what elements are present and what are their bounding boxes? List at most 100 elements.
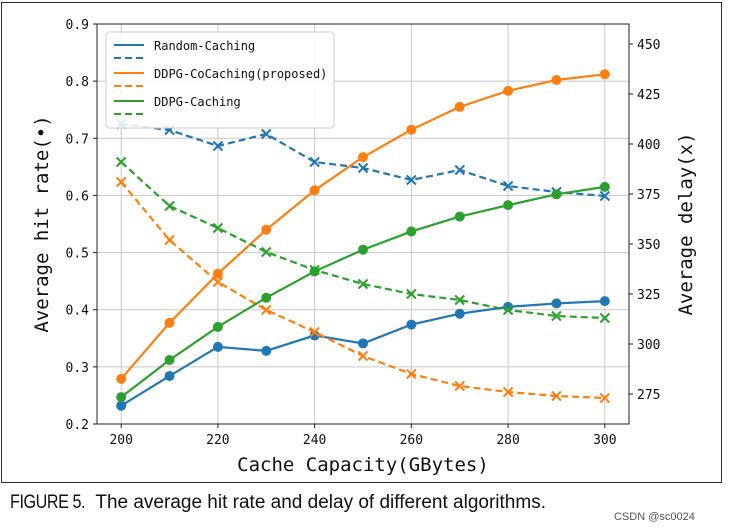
y-right-tick-label: 425	[637, 88, 660, 103]
y-left-tick-label: 0.8	[66, 75, 89, 90]
ddpg-cocaching-hit-rate-point	[503, 85, 514, 96]
x-tick-label: 280	[496, 433, 519, 448]
legend-label: DDPG-CoCaching(proposed)	[154, 67, 327, 81]
ddpg-cocaching-delay-point	[406, 368, 417, 380]
ddpg-cocaching-delay-point	[115, 176, 127, 188]
ddpg-caching-delay-line	[120, 161, 605, 320]
caption-label: FIGURE 5.	[10, 492, 86, 513]
y-left-tick-label: 0.4	[66, 304, 90, 319]
y-left-tick-label: 0.9	[66, 18, 89, 33]
ddpg-cocaching-delay-point	[454, 380, 465, 392]
ddpg-caching-delay-point	[309, 264, 320, 276]
ddpg-cocaching-delay-point	[357, 350, 369, 362]
x-tick-label: 220	[206, 433, 229, 448]
ddpg-cocaching-delay-point	[212, 276, 224, 288]
random-caching-delay-point	[357, 162, 369, 174]
y-right-tick-label: 275	[637, 388, 660, 403]
ddpg-caching-hit-rate-point	[116, 392, 127, 403]
ddpg-caching-delay-point	[115, 156, 127, 168]
random-caching-delay-point	[599, 190, 611, 202]
y-left-tick-label: 0.7	[66, 132, 89, 147]
ddpg-caching-delay-point	[212, 222, 224, 234]
y-right-tick-label: 375	[637, 188, 660, 203]
ddpg-cocaching-delay-point	[599, 392, 611, 404]
random-caching-hit-rate-point	[551, 298, 562, 309]
figure-caption: FIGURE 5. The average hit rate and delay…	[10, 492, 546, 514]
random-caching-hit-rate-point	[164, 371, 175, 381]
ddpg-cocaching-delay-point	[309, 326, 320, 338]
ddpg-cocaching-hit-rate-point	[212, 268, 223, 279]
ddpg-cocaching-hit-rate-point	[454, 101, 465, 112]
ddpg-cocaching-delay-point	[164, 234, 175, 246]
y-right-tick-label: 450	[637, 38, 660, 53]
ddpg-caching-hit-rate-point	[261, 292, 272, 303]
y-right-tick-label: 350	[637, 238, 660, 253]
ddpg-cocaching-hit-rate-point	[358, 152, 368, 163]
legend-box	[105, 31, 335, 129]
random-caching-delay-point	[502, 180, 514, 192]
ddpg-caching-delay-point	[357, 278, 369, 290]
ddpg-caching-hit-rate-point	[503, 200, 514, 211]
ddpg-cocaching-hit-rate-point	[261, 224, 272, 235]
ddpg-cocaching-hit-rate-point	[164, 317, 175, 328]
random-caching-hit-rate-point	[116, 400, 127, 411]
ddpg-cocaching-hit-rate-point	[406, 124, 417, 135]
ddpg-caching-hit-rate-point	[164, 355, 175, 365]
ddpg-caching-delay-point	[599, 312, 611, 324]
x-tick-label: 300	[593, 433, 616, 448]
y-axis-right-label: Average delay(x)	[675, 132, 697, 315]
legend: Random-Caching DDPG-CoCaching(proposed) DD…	[105, 31, 335, 129]
caption-text: The average hit rate and delay of differ…	[95, 492, 546, 513]
random-caching-hit-rate-point	[358, 338, 368, 349]
random-caching-hit-rate-point	[599, 296, 610, 307]
x-tick-label: 240	[303, 433, 326, 448]
ddpg-caching-hit-rate-point	[212, 321, 223, 332]
ddpg-caching-delay-point	[502, 304, 514, 316]
ddpg-caching-hit-rate-point	[551, 189, 562, 200]
random-caching-hit-rate-point	[309, 330, 320, 341]
ddpg-cocaching-delay-point	[551, 390, 562, 402]
ddpg-caching-hit-rate-point	[599, 181, 610, 192]
y-left-tick-label: 0.6	[66, 189, 89, 204]
legend-label: Random-Caching	[154, 39, 255, 53]
ddpg-caching-delay-point	[454, 294, 465, 306]
y-left-tick-label: 0.5	[66, 247, 89, 262]
ddpg-cocaching-delay-point	[261, 304, 272, 316]
random-caching-hit-rate-point	[406, 319, 417, 330]
random-caching-delay-point	[406, 174, 417, 186]
y-right-tick-label: 325	[637, 288, 660, 303]
y-left-tick-label: 0.3	[66, 361, 89, 376]
random-caching-hit-rate-line	[120, 300, 605, 407]
ddpg-cocaching-hit-rate-point	[551, 75, 562, 85]
plot-area	[96, 23, 630, 425]
ddpg-cocaching-delay-point	[502, 386, 514, 398]
random-caching-hit-rate-point	[454, 308, 465, 319]
random-caching-hit-rate-point	[212, 341, 223, 352]
ddpg-cocaching-delay-line	[120, 181, 605, 400]
y-right-tick-label: 400	[637, 138, 660, 153]
figure-frame	[1, 2, 722, 483]
ddpg-caching-hit-rate-point	[358, 244, 368, 255]
series-group	[115, 69, 611, 411]
random-caching-delay-point	[212, 140, 224, 152]
x-tick-label: 260	[400, 433, 423, 448]
random-caching-hit-rate-point	[261, 345, 272, 356]
ddpg-cocaching-hit-rate-point	[309, 185, 320, 196]
ddpg-caching-delay-point	[406, 288, 417, 300]
line-chart: 200 220 240 260 280 300 0.2 0.3 0.4 0.5 0.6 0.7 0.8 0…	[31, 18, 697, 476]
tick-labels: 200 220 240 260 280 300 0.2 0.3 0.4 0.5 0.6 0.7 0.8 0…	[66, 18, 661, 448]
ddpg-caching-hit-rate-point	[454, 211, 465, 222]
ddpg-caching-delay-point	[164, 200, 175, 212]
ddpg-caching-delay-point	[261, 246, 272, 258]
legend-label: DDPG-Caching	[154, 95, 241, 109]
ddpg-cocaching-hit-rate-point	[599, 69, 610, 80]
random-caching-delay-point	[261, 128, 272, 140]
x-tick-label: 200	[109, 433, 132, 448]
ddpg-caching-hit-rate-point	[406, 226, 417, 237]
x-axis-label: Cache Capacity(GBytes)	[237, 454, 489, 476]
ddpg-cocaching-hit-rate-point	[116, 373, 127, 384]
ddpg-caching-hit-rate-line	[120, 185, 605, 399]
ddpg-caching-delay-point	[551, 310, 562, 322]
random-caching-delay-point	[454, 164, 465, 176]
y-right-tick-label: 300	[637, 338, 660, 353]
